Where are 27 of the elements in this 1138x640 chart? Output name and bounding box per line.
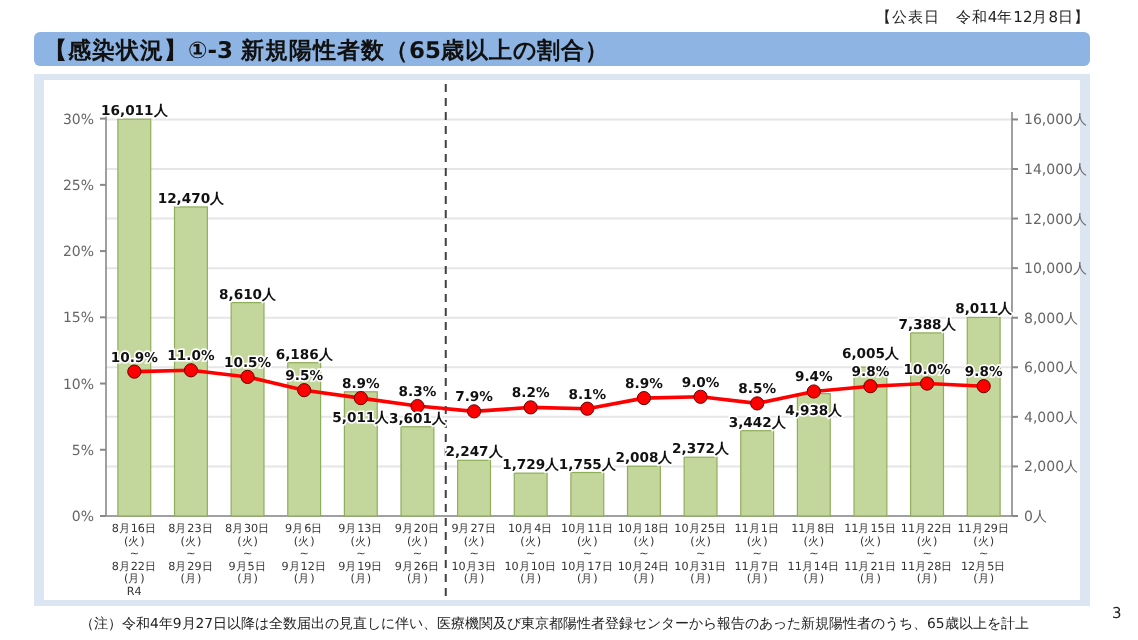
point (240, 369, 255, 385)
bar (740, 430, 775, 517)
bar (570, 471, 605, 517)
bar (683, 456, 718, 517)
point (410, 398, 425, 414)
bar (626, 465, 661, 517)
point (297, 383, 312, 398)
point (523, 400, 538, 415)
point (806, 384, 821, 399)
bar (400, 426, 435, 517)
point (183, 363, 199, 378)
chart-title: 【感染状況】①-3 新規陽性者数（65歳以上の割合） (44, 36, 610, 64)
point (466, 404, 482, 419)
bar (966, 316, 1001, 517)
point (976, 379, 991, 394)
point (693, 389, 708, 404)
point (750, 396, 765, 411)
point (580, 401, 595, 416)
bar (853, 366, 888, 517)
bar (513, 472, 548, 517)
bar (457, 459, 492, 517)
point (919, 376, 935, 391)
point (863, 379, 878, 394)
bar (287, 362, 322, 517)
point (353, 391, 368, 406)
point (127, 364, 142, 379)
point (636, 391, 652, 406)
